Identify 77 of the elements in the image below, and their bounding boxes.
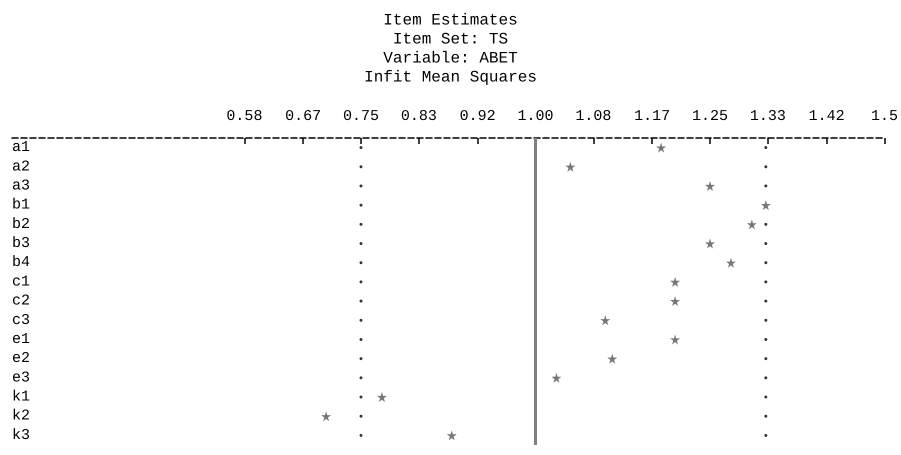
chart-subtitle: Item Set: TS Variable: ABET Infit Mean Squares xyxy=(364,30,537,86)
point xyxy=(764,184,768,188)
point xyxy=(360,434,362,437)
y-tick-label: b1 xyxy=(12,196,30,214)
y-tick-label: k1 xyxy=(12,388,30,406)
point xyxy=(360,376,362,380)
point xyxy=(705,238,715,249)
point xyxy=(360,396,362,399)
y-tick-label: c3 xyxy=(12,312,30,329)
point xyxy=(746,219,757,230)
point xyxy=(360,222,362,226)
y-tick-label: a2 xyxy=(12,158,30,176)
point xyxy=(360,357,362,360)
x-tick-label: 0.92 xyxy=(460,108,496,125)
point xyxy=(764,338,768,341)
point xyxy=(705,180,715,191)
point xyxy=(764,222,768,226)
point xyxy=(764,300,768,303)
point xyxy=(764,242,768,246)
x-tick-label: 0.67 xyxy=(285,108,322,125)
y-tick-label: a1 xyxy=(12,139,30,156)
y-tick-label: e3 xyxy=(12,369,30,386)
point xyxy=(656,142,666,153)
y-tick-label: e1 xyxy=(12,330,30,348)
x-tick-label: 1.5 xyxy=(870,108,898,125)
point xyxy=(764,434,768,437)
point xyxy=(360,318,362,322)
y-tick-label: c1 xyxy=(12,273,30,290)
point xyxy=(760,200,771,210)
x-tick-label: 0.58 xyxy=(226,108,262,125)
point xyxy=(565,162,576,172)
y-tick-label: e2 xyxy=(12,350,30,368)
point xyxy=(764,357,768,360)
point xyxy=(360,338,362,341)
point xyxy=(764,280,768,284)
y-tick-label: c2 xyxy=(12,292,30,310)
point xyxy=(360,165,362,168)
x-tick-label: 1.25 xyxy=(692,108,728,125)
point xyxy=(670,276,680,287)
y-tick-label: k2 xyxy=(12,408,30,425)
x-tick-label: 1.08 xyxy=(575,108,612,125)
point xyxy=(764,165,768,168)
point xyxy=(726,258,736,268)
point xyxy=(360,146,362,150)
y-tick-label: b3 xyxy=(12,235,30,252)
y-tick-label: k3 xyxy=(12,426,30,444)
point xyxy=(551,372,562,383)
y-tick-label: a3 xyxy=(12,177,30,194)
point xyxy=(764,318,768,322)
point xyxy=(600,315,610,326)
point xyxy=(360,242,362,246)
chart-title: Item Estimates xyxy=(383,12,518,30)
x-tick-label: 1.42 xyxy=(808,108,845,125)
x-tick-label: 1.17 xyxy=(634,108,670,125)
point xyxy=(376,392,387,402)
point xyxy=(360,300,362,303)
point xyxy=(607,354,618,364)
y-tick-label: b4 xyxy=(12,254,30,272)
point xyxy=(764,414,768,418)
point xyxy=(764,261,768,264)
x-tick-label: 1.33 xyxy=(750,108,786,125)
point xyxy=(670,334,680,344)
x-tick-label: 0.83 xyxy=(400,108,437,125)
point xyxy=(764,146,768,150)
point xyxy=(670,296,680,306)
point xyxy=(764,396,768,399)
point xyxy=(764,376,768,380)
point xyxy=(360,414,362,418)
point xyxy=(321,411,332,422)
x-tick-label: 1.00 xyxy=(517,108,554,125)
x-tick-label: 0.75 xyxy=(342,108,380,125)
point xyxy=(446,430,457,440)
point xyxy=(360,280,362,284)
point xyxy=(360,184,362,188)
y-tick-label: b2 xyxy=(12,216,30,233)
point xyxy=(360,261,362,264)
point xyxy=(360,204,362,207)
